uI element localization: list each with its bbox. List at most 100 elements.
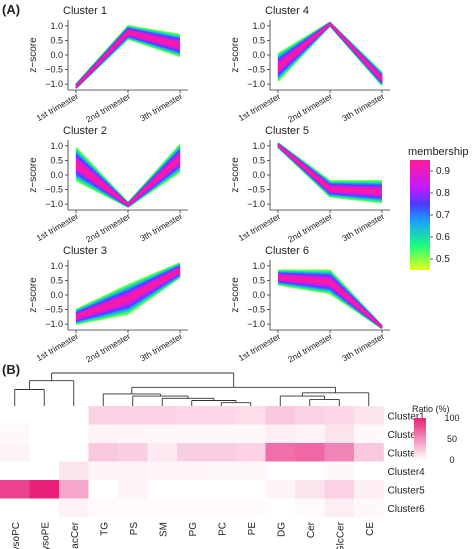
x-tick-label: 2nd trimester xyxy=(286,91,334,125)
y-tick-label: 0.0 xyxy=(252,290,265,300)
x-tick-label: 2nd trimester xyxy=(84,91,132,125)
heatmap-cell xyxy=(295,480,325,499)
heatmap-column-label: PS xyxy=(129,522,140,536)
y-tick-label: 0.0 xyxy=(50,290,63,300)
y-tick-label: 0.5 xyxy=(50,35,63,45)
membership-colorbar xyxy=(410,160,430,270)
heatmap-cell xyxy=(295,443,325,462)
x-tick-label: 1st trimester xyxy=(34,91,80,123)
y-tick-label: −1.0 xyxy=(247,79,265,89)
heatmap-cell xyxy=(88,443,119,462)
y-axis-label: z−score xyxy=(230,157,241,193)
membership-line xyxy=(75,31,181,87)
heatmap-cell xyxy=(295,424,325,444)
cluster-title: Cluster 3 xyxy=(63,245,107,257)
x-tick-label: 1st trimester xyxy=(34,331,80,363)
heatmap-cell xyxy=(118,461,148,481)
heatmap-cell xyxy=(324,406,355,425)
heatmap-cell xyxy=(0,480,30,499)
heatmap-cell xyxy=(354,461,384,481)
membership-line xyxy=(277,143,383,186)
heatmap-cell xyxy=(0,443,30,462)
heatmap-cell xyxy=(177,443,207,462)
heatmap-column-label: LysoPC xyxy=(11,522,22,549)
heatmap-cell xyxy=(147,480,178,499)
heatmap-column-label: TG xyxy=(99,522,110,536)
cluster-panel: Cluster 3 z−score 1.0 0.5 0.0 −0.5 −1.0 1st tri… xyxy=(28,245,188,365)
membership-line xyxy=(277,23,383,80)
heatmap-cell xyxy=(206,498,237,518)
heatmap-panel: Cluster1 Cluster2 Cluster3 Cluster4 Cluster5… xyxy=(0,372,460,549)
membership-tick-label: 0.5 xyxy=(436,254,450,265)
ratio-tick-label: 0 xyxy=(449,455,454,465)
heatmap-cell xyxy=(206,480,237,499)
heatmap-cell xyxy=(354,443,384,462)
y-tick-label: 0.5 xyxy=(252,275,265,285)
heatmap-row-label: Cluster2 xyxy=(388,430,426,441)
y-tick-label: −0.5 xyxy=(45,305,63,315)
heatmap-cell xyxy=(206,424,237,444)
heatmap-cell xyxy=(118,480,148,499)
y-tick-label: −1.0 xyxy=(45,319,63,329)
heatmap-cell xyxy=(206,443,237,462)
heatmap-cell xyxy=(265,443,296,462)
heatmap-cell xyxy=(236,424,266,444)
cluster-title: Cluster 6 xyxy=(265,245,309,257)
y-tick-label: −0.5 xyxy=(247,185,265,195)
heatmap-column-label: PG xyxy=(188,522,199,537)
ratio-tick-label: 50 xyxy=(447,434,457,444)
membership-ticks: 0.9 0.8 0.7 0.6 0.5 xyxy=(430,166,450,265)
heatmap-column-label: GlcCer xyxy=(335,521,346,549)
heatmap-cell xyxy=(177,461,207,481)
cluster-panel: Cluster 6 z−score 1.0 0.5 0.0 −0.5 −1.0 1st tri… xyxy=(230,245,390,365)
heatmap-row-label: Cluster3 xyxy=(388,448,426,459)
heatmap-column-label: DG xyxy=(276,522,287,537)
heatmap-column-label: SM xyxy=(158,522,169,537)
heatmap-cell xyxy=(295,406,325,425)
heatmap-cell xyxy=(295,498,325,518)
heatmap-row-label: Cluster4 xyxy=(388,467,426,478)
heatmap-cell xyxy=(265,480,296,499)
membership-tick-label: 0.6 xyxy=(436,232,450,243)
heatmap-cell xyxy=(206,406,237,425)
heatmap-cell xyxy=(147,424,178,444)
heatmap-cell xyxy=(236,443,266,462)
membership-line xyxy=(277,144,383,193)
heatmap-cell xyxy=(118,443,148,462)
heatmap-cell xyxy=(59,443,89,462)
y-axis-label: z−score xyxy=(28,157,39,193)
membership-line xyxy=(277,22,383,78)
heatmap-cell xyxy=(354,406,384,425)
y-tick-label: 0.5 xyxy=(252,35,265,45)
y-tick-label: 0.5 xyxy=(50,155,63,165)
heatmap-cell xyxy=(147,406,178,425)
heatmap-cell xyxy=(88,406,119,425)
membership-legend-title: membership xyxy=(408,146,469,158)
heatmap-cell xyxy=(206,461,237,481)
membership-line xyxy=(75,269,181,318)
heatmap-cell xyxy=(0,461,30,481)
heatmap-column-label: LacCer xyxy=(70,521,81,549)
y-tick-label: −1.0 xyxy=(247,199,265,209)
y-axis-label: z−score xyxy=(230,37,241,73)
cluster-title: Cluster 1 xyxy=(63,5,107,17)
membership-tick-label: 0.8 xyxy=(436,188,450,199)
heatmap-cell xyxy=(118,424,148,444)
heatmap-cell xyxy=(265,461,296,481)
heatmap-cell xyxy=(236,406,266,425)
heatmap-cell xyxy=(147,498,178,518)
y-tick-label: 1.0 xyxy=(50,141,63,151)
cluster-panel: Cluster 2 z−score 1.0 0.5 0.0 −0.5 −1.0 1st tri… xyxy=(28,125,188,245)
cluster-title: Cluster 2 xyxy=(63,125,107,137)
y-tick-label: −1.0 xyxy=(247,319,265,329)
heatmap-cell xyxy=(324,498,355,518)
heatmap-cell xyxy=(0,498,30,518)
heatmap-cell xyxy=(88,461,119,481)
heatmap-cell xyxy=(59,461,89,481)
heatmap-cell xyxy=(0,406,30,425)
y-axis-label: z−score xyxy=(28,37,39,73)
heatmap-cell xyxy=(177,406,207,425)
heatmap-column-label: LysoPE xyxy=(40,522,51,549)
heatmap-column-label: CE xyxy=(365,522,376,536)
